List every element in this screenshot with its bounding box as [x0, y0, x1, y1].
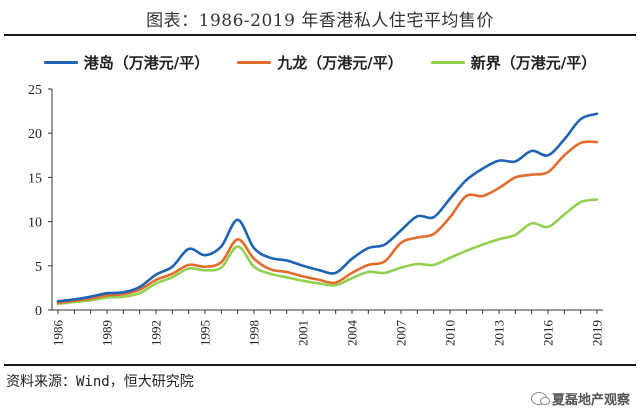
source-note: 资料来源：Wind，恒大研究院 — [6, 374, 194, 390]
x-tick-label: 2001 — [296, 320, 311, 346]
series-line-kowloon — [56, 140, 599, 304]
legend-item-new-territories: 新界（万港元/平） — [430, 52, 597, 73]
top-divider — [4, 34, 636, 36]
x-tick-label: 2007 — [394, 320, 409, 347]
legend-item-hk-island: 港岛（万港元/平） — [43, 52, 210, 73]
series-line-new-territories — [56, 198, 599, 306]
y-tick-label: 15 — [28, 171, 42, 186]
wechat-icon — [530, 392, 550, 405]
y-tick-label: 0 — [35, 304, 42, 319]
y-tick-label: 5 — [35, 260, 42, 275]
watermark: 夏磊地产观察 — [530, 389, 630, 408]
x-tick-label: 1995 — [198, 320, 213, 346]
legend-swatch-kowloon — [237, 60, 272, 64]
watermark-text: 夏磊地产观察 — [551, 393, 630, 408]
x-tick-label: 1989 — [100, 320, 115, 346]
x-tick-label: 2016 — [541, 320, 556, 347]
y-tick-label: 10 — [28, 216, 42, 231]
x-tick-label: 1992 — [149, 320, 164, 346]
legend-label-hk-island: 港岛（万港元/平） — [83, 53, 210, 72]
x-tick-label: 2013 — [492, 320, 507, 346]
legend-swatch-hk-island — [43, 60, 78, 64]
x-tick-label: 1998 — [247, 320, 262, 346]
y-tick-label: 20 — [28, 127, 42, 142]
chart-title: 图表：1986-2019 年香港私人住宅平均售价 — [146, 11, 494, 31]
x-tick-label: 2019 — [590, 320, 605, 346]
legend-swatch-new-territories — [430, 60, 465, 64]
bottom-divider — [4, 364, 636, 366]
legend-label-new-territories: 新界（万港元/平） — [470, 53, 597, 72]
chart-legend: 港岛（万港元/平） 九龙（万港元/平） 新界（万港元/平） — [0, 50, 640, 74]
legend-label-kowloon: 九龙（万港元/平） — [277, 53, 403, 72]
y-tick-label: 25 — [28, 83, 42, 98]
x-tick-label: 1986 — [51, 320, 66, 347]
x-tick-label: 2004 — [345, 320, 360, 347]
legend-item-kowloon: 九龙（万港元/平） — [237, 52, 403, 73]
x-tick-label: 2010 — [443, 320, 458, 346]
series-line-hk-island — [56, 112, 599, 303]
